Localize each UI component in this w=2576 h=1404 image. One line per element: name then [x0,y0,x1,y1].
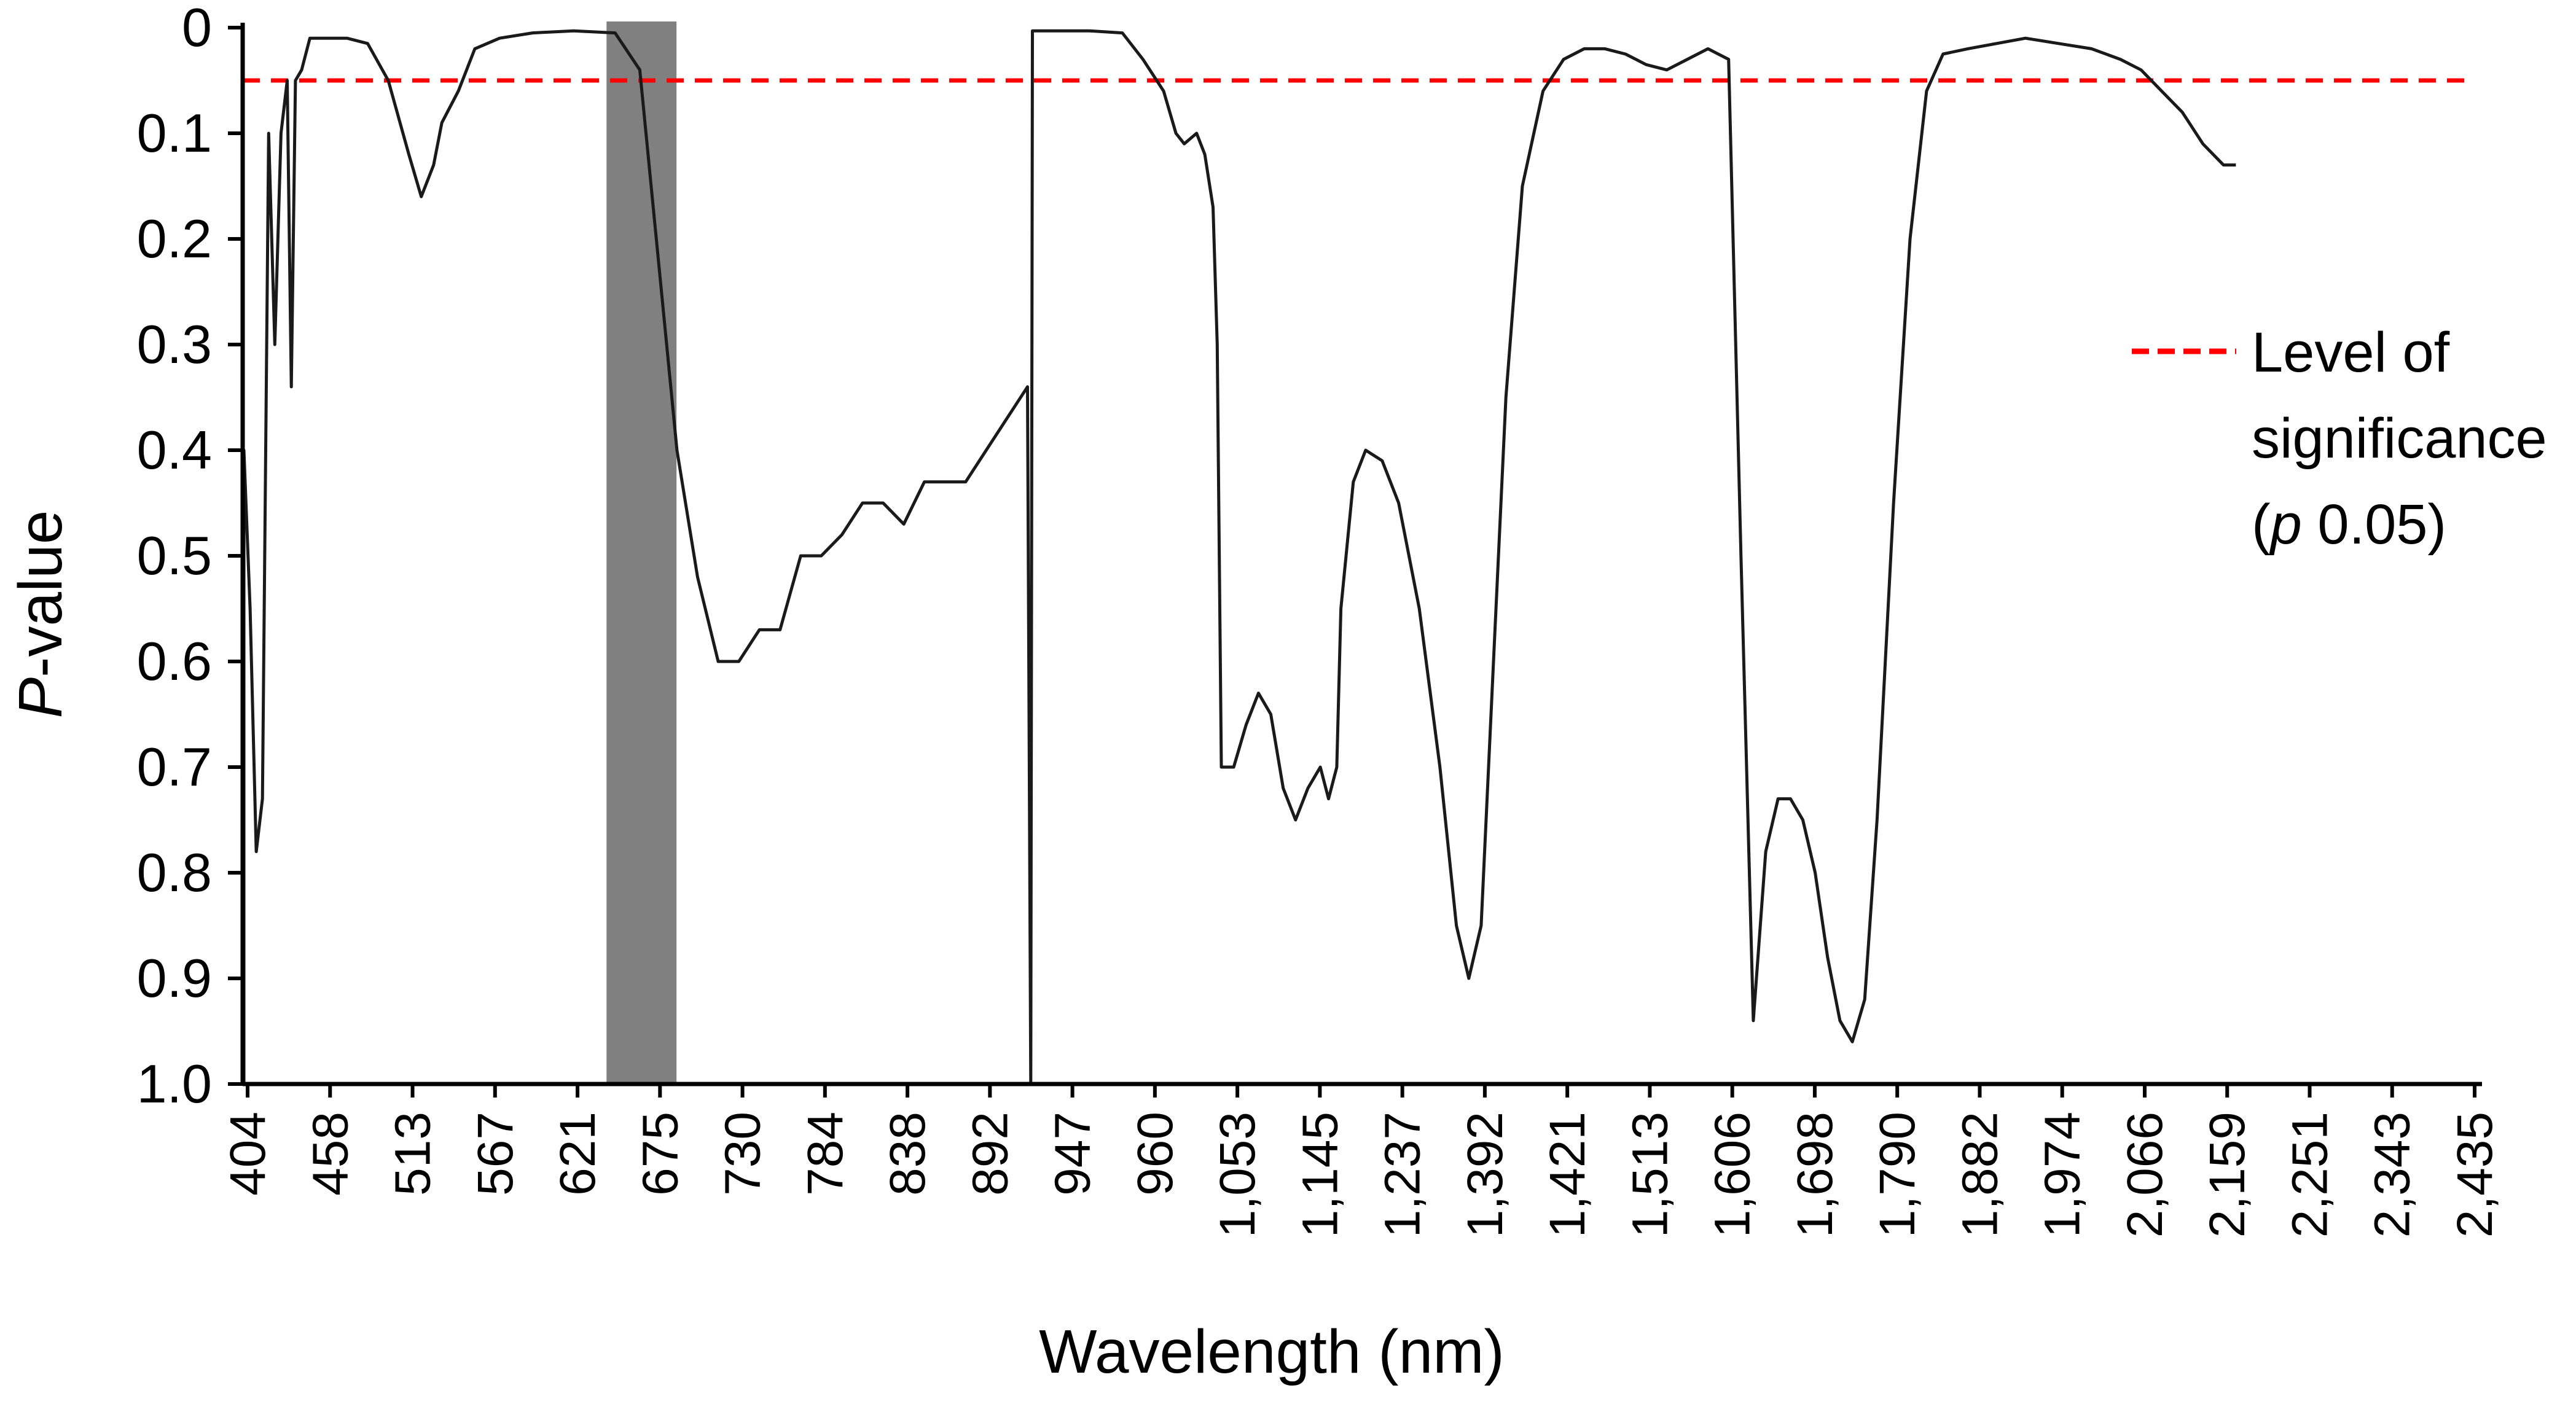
x-tick-label: 404 [220,1112,276,1196]
x-axis-title: Wavelength (nm) [1039,1317,1505,1386]
y-tick-label: 0.1 [137,103,212,163]
x-tick-label: 1,698 [1787,1112,1843,1238]
legend-line-2: significance [2252,407,2547,470]
x-tick-label: 2,159 [2199,1112,2255,1238]
x-tick-label: 838 [880,1112,936,1196]
x-tick-label: 1,145 [1292,1112,1348,1238]
legend-line-3-rest: 0.05) [2302,493,2446,556]
x-tick-label: 947 [1045,1112,1101,1196]
x-tick-label: 458 [302,1112,358,1196]
y-tick-label: 0.2 [137,208,212,269]
legend-line-3: (p 0.05) [2252,493,2446,556]
x-tick-label: 960 [1127,1112,1183,1196]
x-tick-label: 1,790 [1869,1112,1925,1238]
x-tick-label: 1,421 [1540,1112,1595,1238]
x-tick-label: 784 [797,1112,853,1196]
y-ticks: 0 0.1 0.2 0.3 0.4 0.5 0.6 0.7 0.8 0.9 1.0 [137,0,243,1114]
x-tick-label: 1,513 [1622,1112,1678,1238]
x-tick-label: 675 [632,1112,688,1196]
x-tick-label: 567 [468,1112,523,1196]
x-tick-label: 2,066 [2117,1112,2173,1238]
y-tick-label: 0.4 [137,419,212,480]
y-axis-title-rest: -value [6,510,75,677]
x-ticks: 404 458 513 567 621 675 730 784 838 892 947 960 1,05… [220,1084,2503,1238]
y-tick-label: 0 [182,0,212,58]
legend-line-3-italic: p [2269,493,2302,556]
y-tick-label: 0.8 [137,842,212,903]
legend: Level of significance (p 0.05) [2132,321,2547,556]
y-tick-label: 1.0 [137,1053,212,1114]
x-tick-label: 2,435 [2447,1112,2503,1238]
x-tick-label: 1,974 [2035,1112,2091,1238]
x-tick-label: 1,392 [1457,1112,1513,1238]
x-tick-label: 730 [715,1112,771,1196]
legend-line-1: Level of [2252,321,2450,384]
y-tick-label: 0.9 [137,948,212,1008]
y-axis-title-italic: P [6,677,75,719]
x-tick-label: 1,606 [1705,1112,1761,1238]
y-tick-label: 0.7 [137,736,212,797]
y-tick-label: 0.6 [137,631,212,692]
x-tick-label: 1,237 [1375,1112,1431,1238]
shaded-region [606,21,677,1084]
x-tick-label: 1,882 [1952,1112,2008,1238]
x-tick-label: 2,343 [2365,1112,2421,1238]
y-axis-title: P-value [6,510,75,718]
x-tick-label: 513 [385,1112,441,1196]
x-tick-label: 2,251 [2282,1112,2338,1238]
x-tick-label: 621 [550,1112,606,1196]
x-tick-label: 892 [962,1112,1018,1196]
y-tick-label: 0.5 [137,525,212,586]
x-tick-label: 1,053 [1210,1112,1266,1238]
series-line-p-value [242,29,2236,1086]
y-tick-label: 0.3 [137,314,212,375]
legend-line-3-open: ( [2252,493,2271,556]
